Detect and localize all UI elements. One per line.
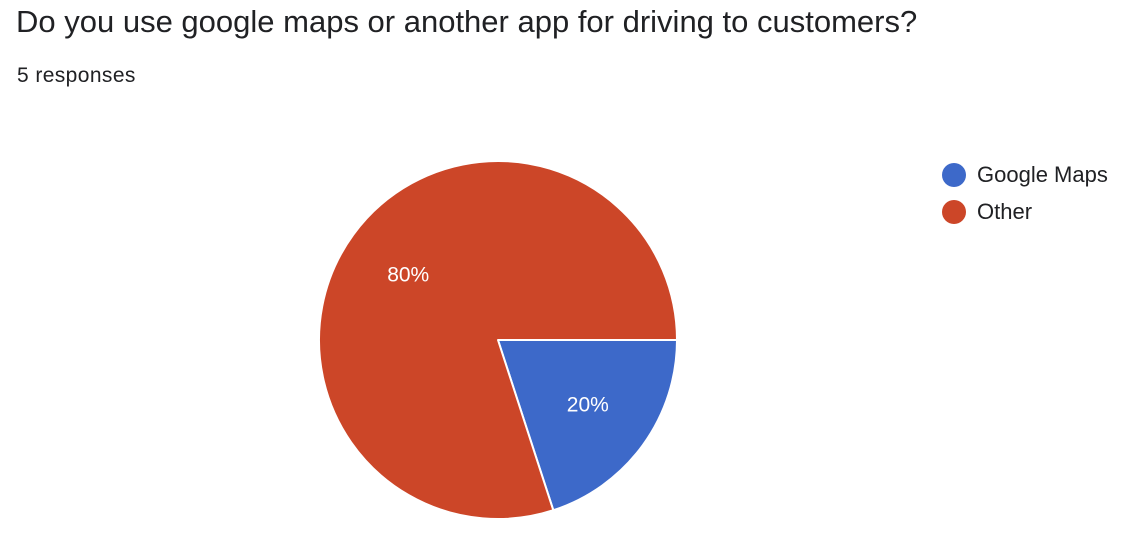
legend-item[interactable]: Google Maps	[942, 156, 1108, 193]
legend-swatch	[942, 199, 966, 224]
pie-slice-label: 80%	[387, 263, 429, 286]
legend-label: Google Maps	[977, 161, 1108, 187]
pie-slice-label: 20%	[567, 394, 609, 417]
pie-slice-google-maps[interactable]	[497, 339, 678, 512]
legend-item[interactable]: Other	[942, 193, 1108, 230]
chart-legend: Google Maps Other	[942, 156, 1108, 230]
response-count: 5 responses	[17, 64, 136, 87]
legend-label: Other	[977, 198, 1033, 224]
question-title: Do you use google maps or another app fo…	[16, 4, 918, 39]
pie-slice-other[interactable]	[318, 160, 678, 520]
legend-swatch	[942, 162, 966, 187]
